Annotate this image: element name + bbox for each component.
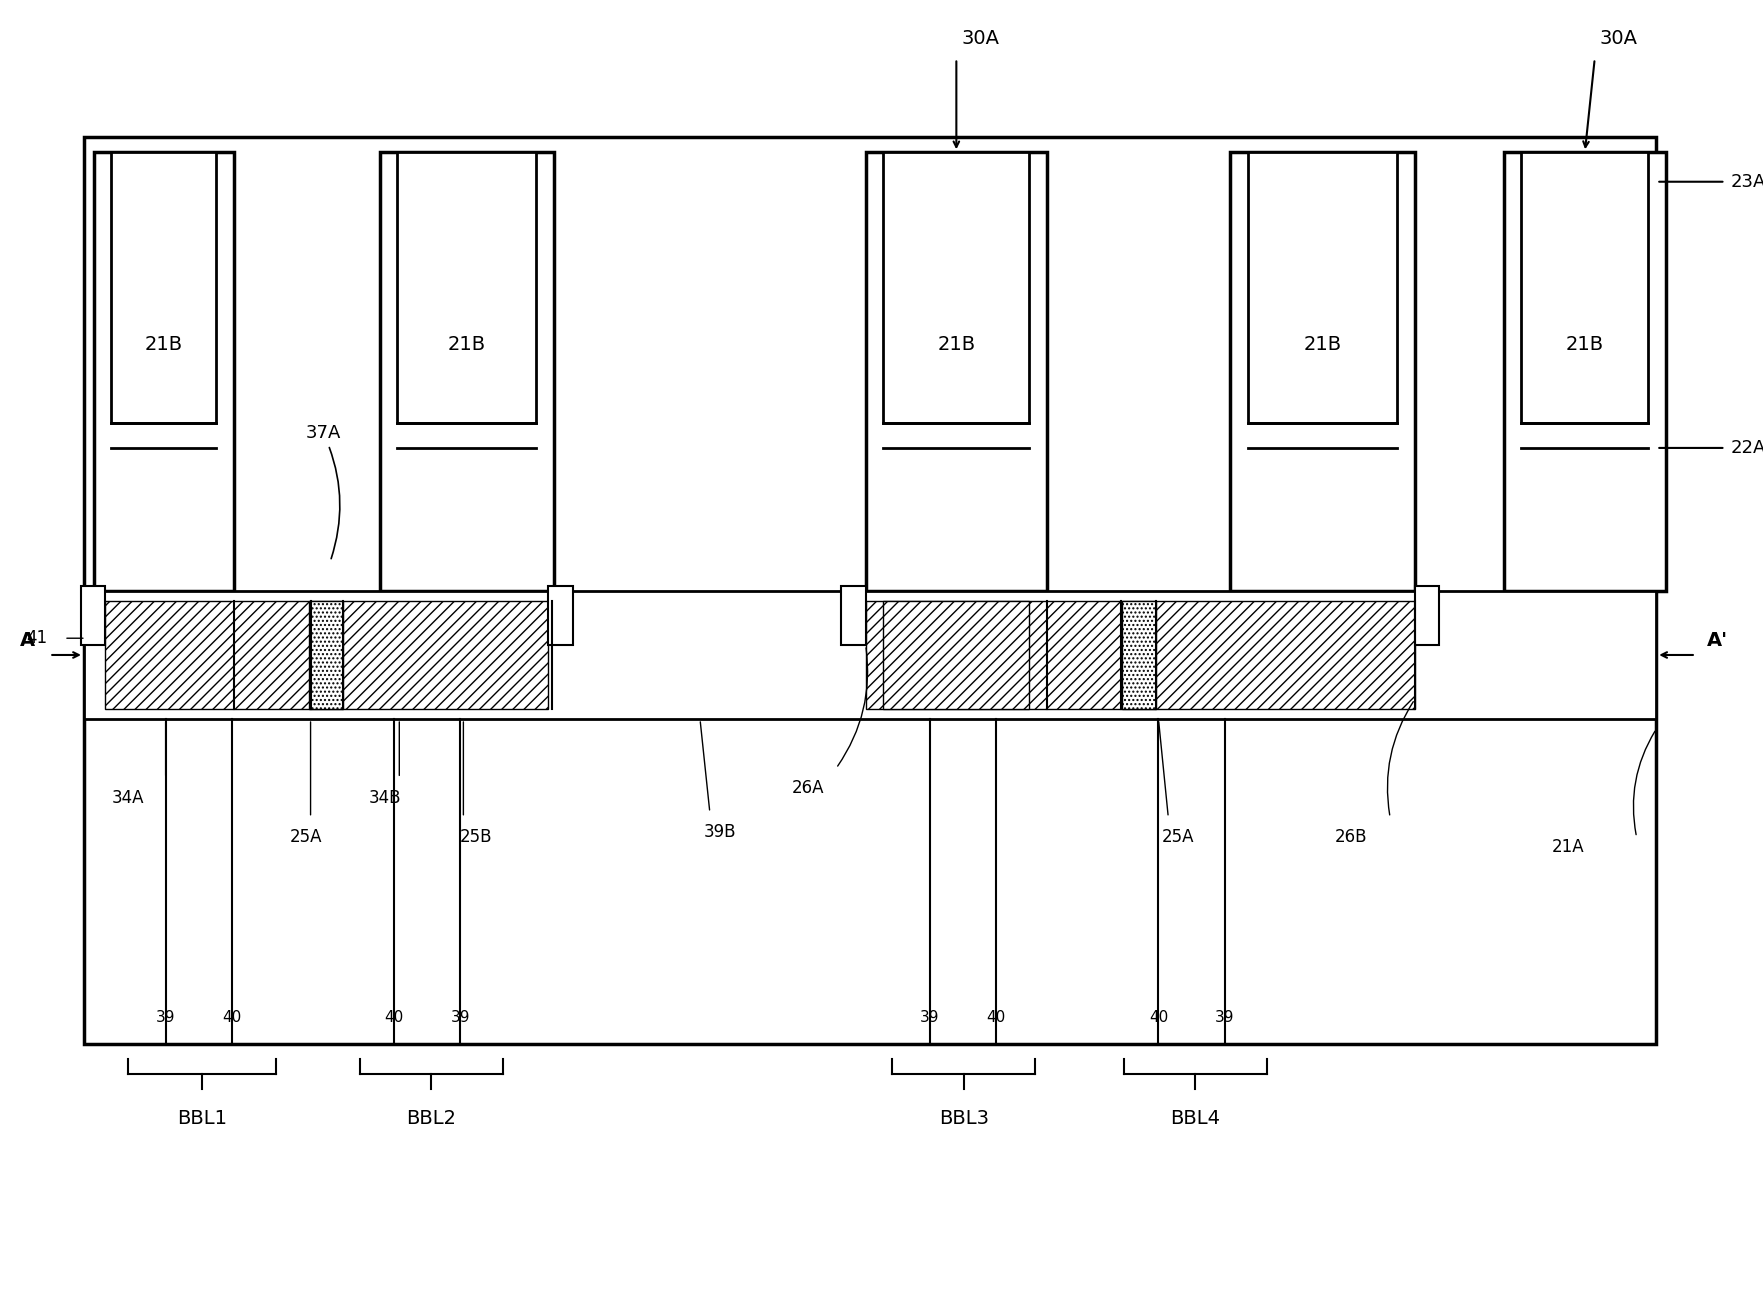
Bar (1231, 152, 1416, 591)
Text: BBL3: BBL3 (938, 1108, 989, 1128)
Bar (106, 601, 548, 710)
Text: 30A: 30A (1599, 29, 1638, 48)
Text: BBL2: BBL2 (405, 1108, 457, 1128)
Text: A': A' (1707, 631, 1728, 650)
Text: 21B: 21B (145, 335, 183, 354)
Bar (883, 152, 1030, 423)
Text: BBL1: BBL1 (176, 1108, 227, 1128)
Text: 23A: 23A (1730, 173, 1763, 191)
Bar (866, 152, 1047, 591)
Text: 21B: 21B (938, 335, 975, 354)
Bar (1416, 586, 1439, 646)
Text: 40: 40 (384, 1010, 404, 1025)
Text: 39: 39 (155, 1010, 175, 1025)
Text: 39B: 39B (703, 823, 735, 842)
Text: 21B: 21B (1303, 335, 1342, 354)
Text: 34A: 34A (111, 789, 145, 806)
Text: 40: 40 (1149, 1010, 1169, 1025)
Text: 21B: 21B (448, 335, 487, 354)
Bar (379, 152, 554, 591)
Text: 26A: 26A (792, 779, 825, 797)
Bar (93, 152, 234, 591)
Text: 25A: 25A (1162, 829, 1195, 847)
Bar (85, 591, 1657, 719)
Text: 25B: 25B (460, 829, 492, 847)
Text: A: A (19, 631, 35, 650)
Bar (81, 586, 106, 646)
Text: 37A: 37A (305, 425, 340, 558)
Text: 25A: 25A (289, 829, 323, 847)
Bar (111, 152, 215, 423)
Bar (1248, 152, 1396, 423)
Bar (397, 152, 536, 423)
Text: 39: 39 (920, 1010, 940, 1025)
Text: 26B: 26B (1335, 829, 1366, 847)
Bar (1121, 601, 1157, 710)
Text: BBL4: BBL4 (1171, 1108, 1220, 1128)
Text: 39: 39 (451, 1010, 471, 1025)
Text: 21A: 21A (1551, 838, 1583, 856)
Bar (883, 601, 1030, 710)
Text: 21B: 21B (1566, 335, 1604, 354)
Text: 40: 40 (986, 1010, 1005, 1025)
Bar (866, 601, 1416, 710)
Bar (841, 586, 866, 646)
Text: 41: 41 (26, 629, 48, 647)
Bar (1504, 152, 1666, 591)
Bar (85, 137, 1657, 1044)
Bar (1521, 152, 1648, 423)
Text: 34B: 34B (368, 789, 400, 806)
Text: 30A: 30A (961, 29, 1000, 48)
Text: 39: 39 (1215, 1010, 1234, 1025)
Bar (548, 586, 573, 646)
Text: 22A: 22A (1730, 439, 1763, 457)
Text: 40: 40 (222, 1010, 242, 1025)
Bar (309, 601, 344, 710)
